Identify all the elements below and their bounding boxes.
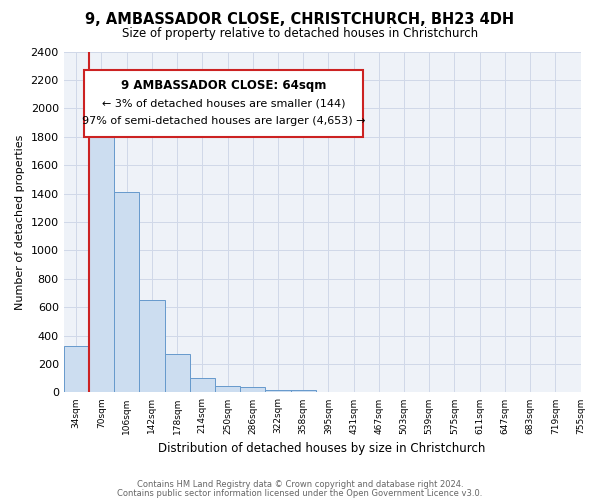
Bar [89, 112, 114, 392]
Text: Size of property relative to detached houses in Christchurch: Size of property relative to detached ho… [122, 28, 478, 40]
Bar [164, 354, 190, 393]
Bar [240, 388, 265, 392]
Bar [265, 390, 290, 392]
Text: ← 3% of detached houses are smaller (144): ← 3% of detached houses are smaller (144… [102, 98, 346, 108]
Text: 9 AMBASSADOR CLOSE: 64sqm: 9 AMBASSADOR CLOSE: 64sqm [121, 79, 326, 92]
Bar [139, 300, 164, 392]
Bar [114, 192, 139, 392]
X-axis label: Distribution of detached houses by size in Christchurch: Distribution of detached houses by size … [158, 442, 486, 455]
Text: 9, AMBASSADOR CLOSE, CHRISTCHURCH, BH23 4DH: 9, AMBASSADOR CLOSE, CHRISTCHURCH, BH23 … [85, 12, 515, 28]
Text: Contains HM Land Registry data © Crown copyright and database right 2024.: Contains HM Land Registry data © Crown c… [137, 480, 463, 489]
Text: 97% of semi-detached houses are larger (4,653) →: 97% of semi-detached houses are larger (… [82, 116, 365, 126]
Bar [64, 346, 89, 393]
FancyBboxPatch shape [85, 70, 364, 136]
Bar [190, 378, 215, 392]
Text: Contains public sector information licensed under the Open Government Licence v3: Contains public sector information licen… [118, 488, 482, 498]
Bar [215, 386, 240, 392]
Bar [290, 390, 316, 392]
Y-axis label: Number of detached properties: Number of detached properties [15, 134, 25, 310]
